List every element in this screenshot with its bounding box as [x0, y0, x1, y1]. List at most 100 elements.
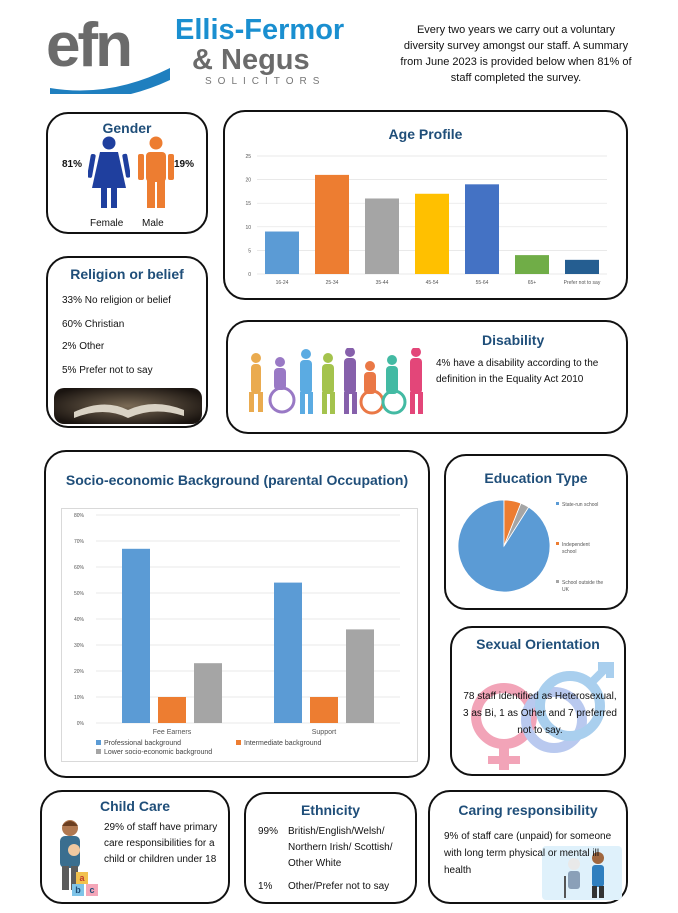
ethnicity-card: Ethnicity 99% British/English/Welsh/ Nor…: [244, 792, 417, 904]
socio-bar: [310, 697, 338, 723]
legend-label: Independent school: [562, 542, 590, 555]
ethnicity-label: Other/Prefer not to say: [288, 881, 390, 892]
ethnicity-pct: 99%: [258, 826, 279, 837]
socio-chart: 0% 10% 20% 30% 40% 50% 60% 70% 80% Fee Earners Sup…: [61, 508, 418, 762]
ethnicity-pct: 1%: [258, 881, 273, 892]
y-tick-label: 40%: [74, 617, 85, 623]
religion-title: Religion or belief: [70, 266, 184, 282]
female-percent: 81%: [62, 159, 83, 170]
x-tick-label: Support: [312, 729, 337, 736]
legend-swatch: [96, 740, 101, 745]
age-bar: [315, 174, 349, 274]
logo-swoosh: [50, 68, 170, 100]
age-bar: [515, 255, 549, 274]
logo-text: efn: [46, 11, 133, 80]
legend-label: School outside the UK: [562, 580, 603, 593]
male-figure-icon: [138, 136, 174, 208]
legend-swatch: [236, 740, 241, 745]
socio-bar: [346, 629, 374, 723]
legend-label: State-run school: [562, 502, 598, 508]
socio-bar: [194, 663, 222, 723]
religion-card: Religion or belief 33% No religion or be…: [46, 256, 208, 428]
y-tick-label: 0%: [77, 721, 85, 727]
socio-bar: [158, 697, 186, 723]
gender-title: Gender: [102, 120, 152, 136]
firm-name-line2: & Negus: [192, 44, 310, 76]
legend-label: Professional background: [104, 740, 181, 747]
y-tick-label: 50%: [74, 591, 85, 597]
firm-name-line3: SOLICITORS: [205, 76, 326, 87]
alphabet-block-a: a: [76, 872, 88, 884]
x-tick-label: Prefer not to say: [564, 280, 601, 286]
female-figure-icon: [88, 136, 130, 208]
x-tick-label: 45-54: [426, 280, 439, 286]
disability-text: 4% have a disability according to the de…: [436, 358, 599, 385]
socio-bar: [122, 548, 150, 723]
y-tick-label: 80%: [74, 513, 85, 519]
y-tick-label: 0: [248, 272, 251, 278]
orientation-title: Sexual Orientation: [476, 636, 600, 652]
education-card: Education Type State-run school Independe…: [444, 454, 628, 610]
intro-text: Every two years we carry out a voluntary…: [400, 24, 632, 84]
education-pie-chart: State-run school Independent school School …: [457, 499, 603, 593]
socio-bar: [274, 582, 302, 723]
alphabet-block-b: b: [72, 884, 84, 896]
y-tick-label: 20%: [74, 669, 85, 675]
disability-title: Disability: [482, 332, 545, 348]
x-tick-label: 25-34: [326, 280, 339, 286]
caring-text: 9% of staff care (unpaid) for someone wi…: [444, 831, 612, 876]
y-tick-label: 70%: [74, 539, 85, 545]
childcare-card: Child Care a b c 29% of staff have prima…: [40, 790, 230, 904]
religion-item: 60% Christian: [62, 319, 125, 330]
y-tick-label: 60%: [74, 565, 85, 571]
firm-logo: efn: [40, 11, 180, 100]
male-percent: 19%: [174, 159, 195, 170]
orientation-text: 78 staff identified as Heterosexual, 3 a…: [463, 691, 617, 736]
caring-card: Caring responsibility 9% of staff care (…: [428, 790, 628, 904]
religion-item: 2% Other: [62, 341, 105, 352]
open-book-image: [54, 388, 202, 424]
age-card: Age Profile 0 5 10 15 20 25 16-24 25-34 35-44 45-…: [223, 110, 628, 300]
y-tick-label: 15: [245, 201, 251, 207]
age-bar: [465, 184, 499, 274]
y-tick-label: 10: [245, 225, 251, 231]
legend-label: Intermediate background: [244, 740, 322, 747]
socio-title: Socio-economic Background (parental Occu…: [65, 472, 409, 488]
legend-swatch: [556, 502, 559, 505]
x-tick-label: Fee Earners: [153, 729, 192, 736]
male-label: Male: [142, 218, 164, 229]
x-tick-label: 55-64: [476, 280, 489, 286]
legend-swatch: [96, 749, 101, 754]
disability-card: Disability 4% have a disability accordin…: [226, 320, 628, 434]
carer-image: [542, 846, 622, 900]
education-title: Education Type: [484, 470, 588, 486]
socio-card: Socio-economic Background (parental Occu…: [44, 450, 430, 778]
legend-label: Lower socio-economic background: [104, 749, 212, 756]
y-tick-label: 5: [248, 248, 251, 254]
people-silhouettes-image: [249, 348, 423, 415]
ethnicity-label: British/English/Welsh/ Northern Irish/ S…: [288, 826, 393, 869]
x-tick-label: 16-24: [276, 280, 289, 286]
gender-card: Gender 81% 19% Female Male: [46, 112, 208, 234]
parent-child-image: [60, 820, 80, 890]
y-tick-label: 10%: [74, 695, 85, 701]
childcare-text: 29% of staff have primary care responsib…: [104, 822, 218, 865]
gender-symbols-image: [471, 662, 614, 770]
y-tick-label: 25: [245, 154, 251, 160]
age-chart: 0 5 10 15 20 25 16-24 25-34 35-44 45-54 55-64 65+ Pr…: [245, 154, 607, 286]
age-bar: [365, 198, 399, 274]
age-bar: [265, 231, 299, 274]
alphabet-block-c: c: [86, 884, 98, 896]
childcare-title: Child Care: [99, 798, 170, 814]
orientation-card: Sexual Orientation 78 staff identified a…: [450, 626, 626, 776]
age-bar: [565, 259, 599, 274]
x-tick-label: 65+: [528, 280, 537, 286]
female-label: Female: [90, 218, 124, 229]
pie-slice: [503, 502, 530, 547]
religion-item: 5% Prefer not to say: [62, 365, 153, 376]
age-bar: [415, 193, 449, 274]
y-tick-label: 30%: [74, 643, 85, 649]
firm-name-line1: Ellis-Fermor: [175, 14, 345, 46]
legend-swatch: [556, 542, 559, 545]
ethnicity-title: Ethnicity: [300, 802, 361, 818]
